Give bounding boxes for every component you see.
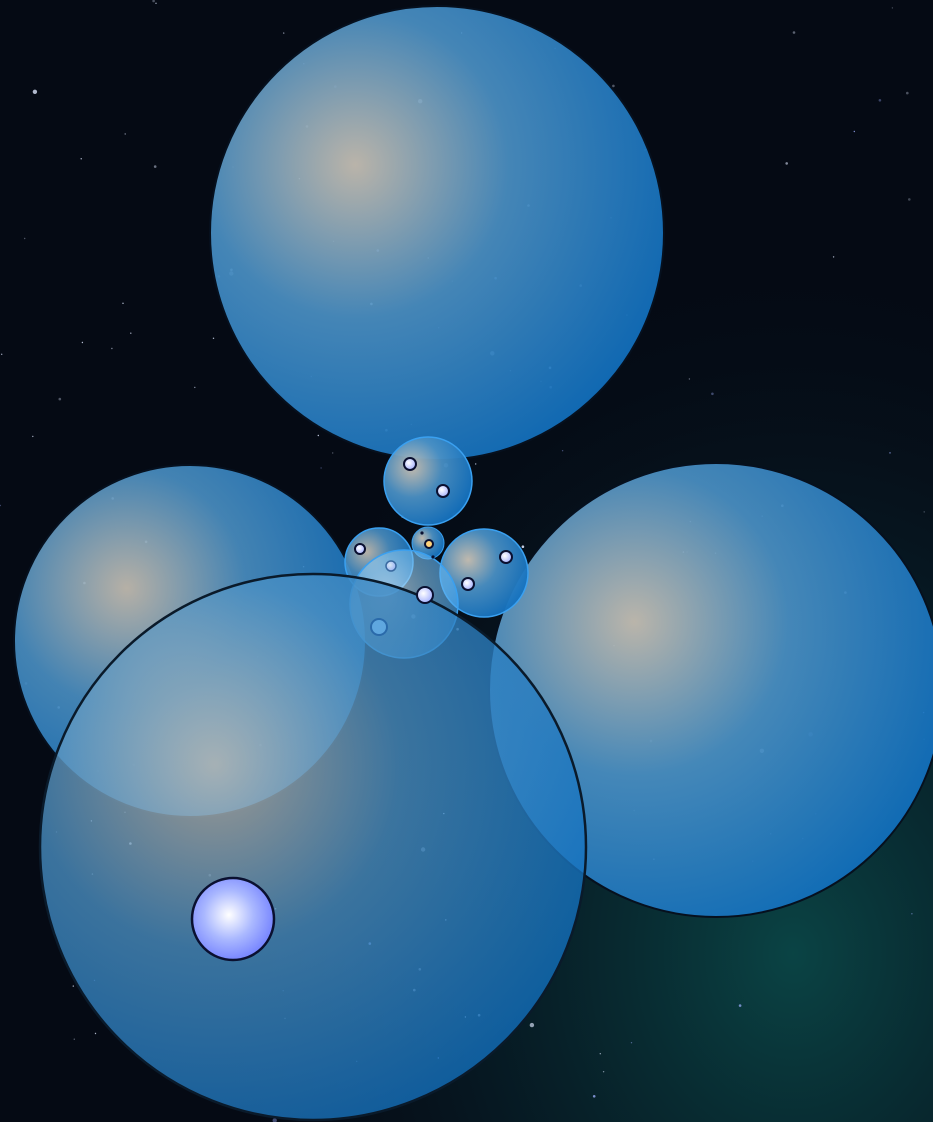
star (24, 237, 26, 240)
star (320, 467, 322, 469)
star (853, 130, 855, 133)
mote[interactable] (461, 577, 475, 591)
star (475, 463, 477, 465)
star (891, 7, 894, 9)
star (792, 31, 796, 34)
star (738, 1004, 742, 1007)
star (612, 84, 615, 88)
star (0, 504, 1, 507)
star (124, 133, 126, 135)
star (58, 397, 62, 401)
star (94, 1032, 97, 1035)
cell-large-bottom (38, 572, 588, 1122)
star (130, 332, 132, 334)
star (1, 353, 3, 355)
star (153, 165, 157, 168)
star (908, 198, 911, 201)
star (521, 545, 525, 548)
star (711, 392, 714, 396)
star (529, 1022, 535, 1028)
cell-medium-top (383, 436, 473, 526)
mote-dust (431, 555, 435, 559)
mote[interactable] (436, 484, 450, 498)
cell-large-top (209, 5, 665, 461)
star (832, 256, 835, 258)
star (592, 1095, 596, 1098)
star (923, 511, 925, 513)
star (272, 1118, 277, 1122)
star (122, 302, 124, 304)
star (317, 434, 319, 437)
star (332, 452, 334, 454)
star (283, 32, 285, 34)
star (599, 1053, 601, 1055)
star (688, 378, 691, 380)
mote[interactable] (370, 618, 388, 636)
star (32, 89, 38, 95)
star (152, 0, 155, 3)
star (878, 99, 882, 102)
mote[interactable] (354, 543, 366, 555)
mote[interactable] (499, 550, 513, 564)
star (911, 913, 913, 915)
mote-special[interactable] (424, 539, 434, 549)
mote[interactable] (403, 457, 417, 471)
star (194, 386, 196, 389)
star (602, 1071, 605, 1073)
star (111, 347, 113, 350)
star (81, 341, 84, 344)
star (72, 985, 75, 987)
star (630, 1042, 633, 1044)
star (212, 337, 215, 339)
star (785, 162, 788, 165)
player-cell[interactable] (190, 876, 276, 962)
star (73, 1038, 76, 1040)
motes (354, 457, 513, 636)
mote-dust (420, 531, 424, 535)
star (889, 452, 891, 454)
star (155, 2, 157, 4)
star (32, 435, 34, 438)
mote[interactable] (416, 586, 434, 604)
star (80, 158, 82, 160)
star (906, 91, 909, 95)
star (561, 450, 564, 452)
mote[interactable] (385, 560, 397, 572)
